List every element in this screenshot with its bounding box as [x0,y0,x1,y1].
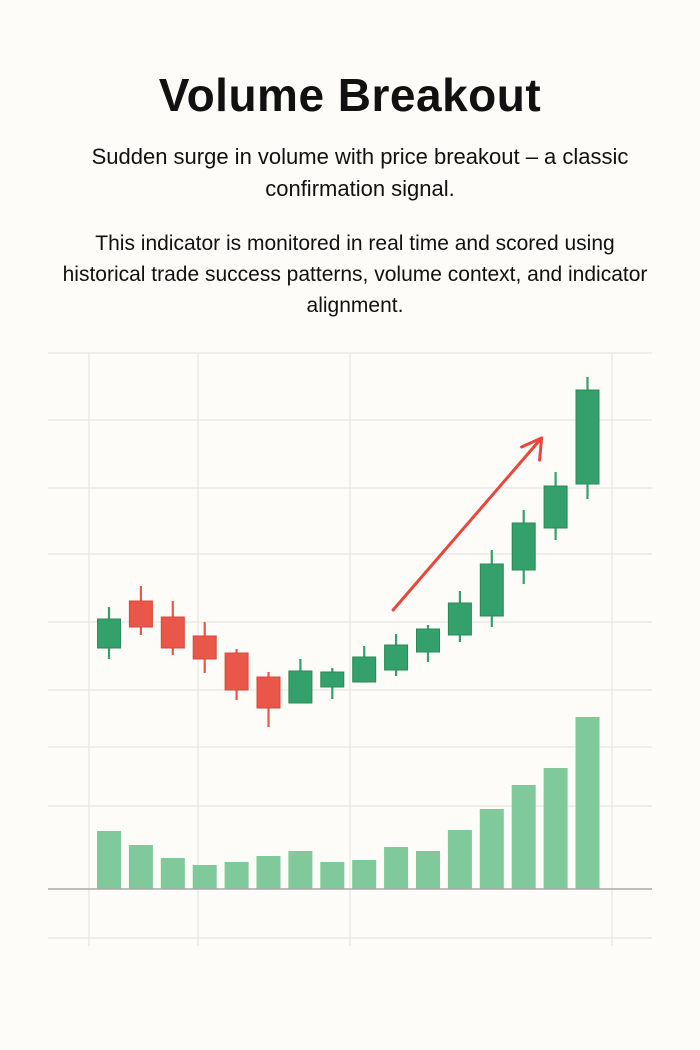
volume-bar [416,851,440,889]
breakout-arrow-shaft [391,436,544,612]
candle-bearish [224,652,249,691]
volume-bar [128,845,153,889]
volume-bar [575,717,600,889]
candle-bullish [479,563,504,617]
volume-bar [224,862,249,889]
candle-bullish [416,628,440,653]
candle-bullish [447,602,472,636]
description: This indicator is monitored in real time… [62,232,648,317]
candle-bearish [192,635,217,660]
volume-bar [97,831,121,889]
candle-bullish [97,618,121,649]
candle-bullish [384,644,409,671]
breakout-arrow-head [520,436,544,462]
volume-bar [447,830,472,889]
page-title: Volume Breakout [158,69,542,121]
volume-bar [256,856,281,889]
candle-bullish [543,485,568,529]
volume-bar [320,862,345,889]
volume-bar [192,865,217,889]
volume-bar [511,785,536,889]
candle-bullish [352,656,377,683]
candle-bullish [511,522,536,571]
volume-bar [160,858,185,889]
candle-bullish [288,670,313,704]
volume-bar [384,847,409,889]
volume-bar [288,851,313,889]
candle-bearish [160,616,185,649]
volume-bar [543,768,568,889]
subtitle: Sudden surge in volume with price breako… [91,144,629,201]
candle-bullish [320,671,345,688]
candle-bullish [575,389,600,485]
candle-bearish [128,600,153,628]
volume-bar [479,809,504,889]
volume-bar [352,860,377,889]
candle-bearish [256,676,281,709]
